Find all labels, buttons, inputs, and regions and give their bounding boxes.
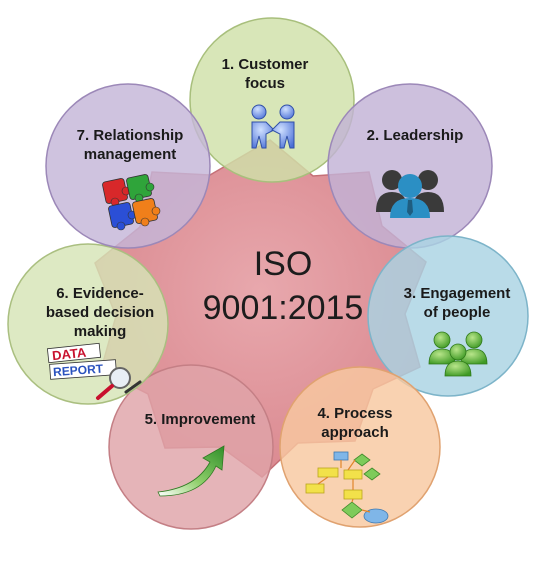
leader-group-icon [376,170,444,218]
data-word: DATA [51,345,87,364]
circle-evidence-based-decision-making [7,243,169,405]
handshake-icon [251,104,295,149]
puzzle-icon [102,174,161,231]
circle-relationship-management [45,83,211,249]
label-line: making [73,323,127,340]
circle-customer-focus [189,17,355,183]
growth-arrow-icon [157,445,225,497]
center-title: ISO 9001:2015 [193,242,373,330]
label-line: approach [321,424,389,441]
circle-engagement-of-people [367,235,529,397]
label-line: based decision [45,304,155,321]
center-title-line1: ISO [253,245,313,283]
label-line: 2. Leadership [366,127,464,144]
label-line: 4. Process [317,405,393,422]
label-line: of people [423,304,491,321]
label-process-approach: 4. Process approach [295,404,415,442]
label-line: 3. Engagement [403,285,511,302]
label-line: 7. Relationship [76,127,184,144]
label-line: 1. Customer [221,56,309,73]
label-leadership: 2. Leadership [355,126,475,145]
label-line: 6. Evidence- [56,285,144,302]
label-evidence-based: 6. Evidence- based decision making [30,284,170,341]
circle-improvement [108,364,274,530]
label-customer-focus: 1. Customer focus [205,55,325,93]
report-word: REPORT [53,362,105,380]
label-line: management [83,146,177,163]
center-title-line2: 9001:2015 [202,289,364,327]
flowchart-icon [305,451,389,524]
label-relationship-management: 7. Relationship management [60,126,200,164]
label-line: focus [244,75,285,92]
circle-leadership [327,83,493,249]
label-improvement: 5. Improvement [130,410,270,429]
people-group-icon [428,331,488,377]
label-engagement-of-people: 3. Engagement of people [387,284,527,322]
label-line: 5. Improvement [144,411,256,428]
circle-process-approach [279,366,441,528]
